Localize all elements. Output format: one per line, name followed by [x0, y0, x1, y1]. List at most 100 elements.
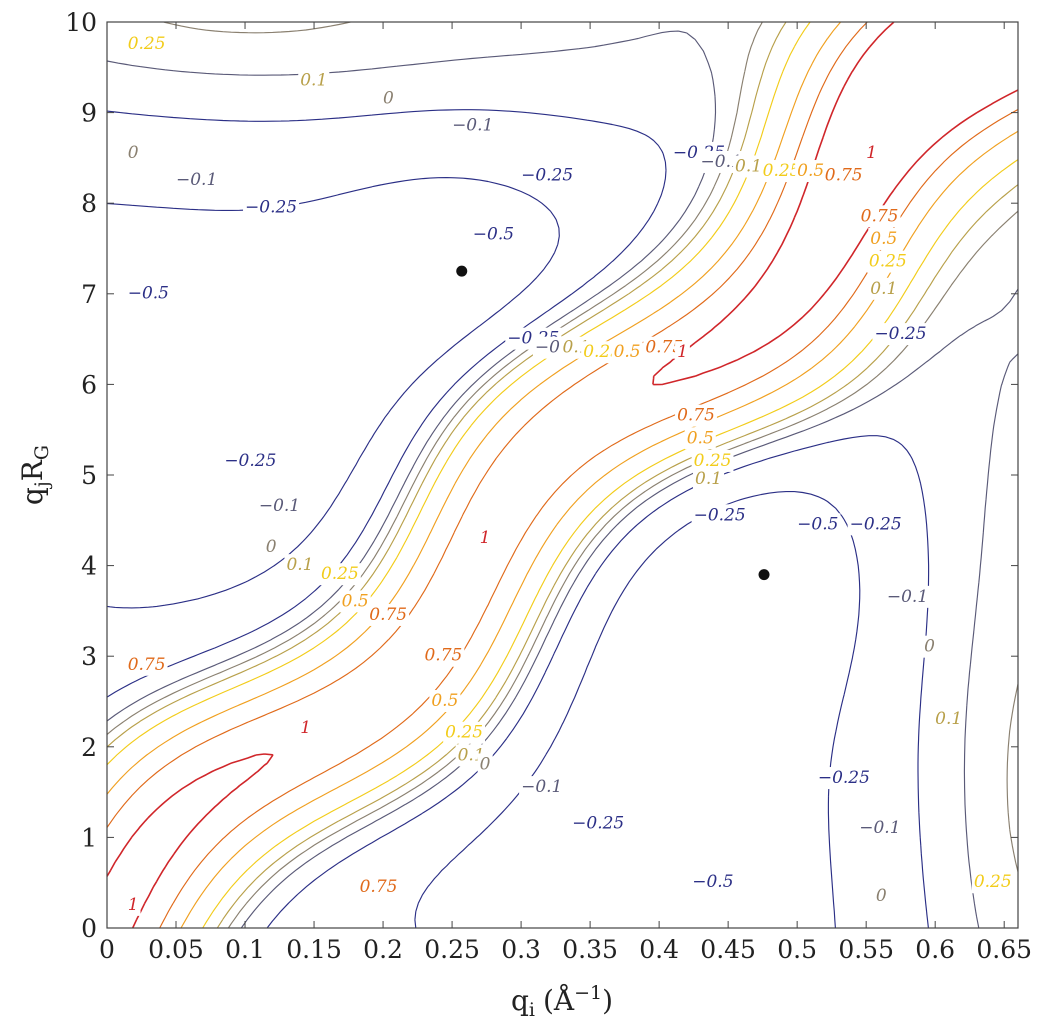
- contour-label-backing: [477, 526, 493, 549]
- x-tick-label: 0.5: [777, 935, 817, 964]
- contour-label: −0.5: [128, 283, 169, 303]
- contour-label-backing: [866, 250, 909, 273]
- contour-label-backing: [691, 449, 734, 472]
- contour-label: 0.25: [128, 34, 166, 54]
- contour-label-backing: [868, 227, 900, 250]
- contour-label-backing: [298, 717, 314, 740]
- contour-label: 0.1: [286, 555, 313, 575]
- contour-label: 0: [383, 89, 394, 109]
- y-tick-label: 5: [81, 461, 97, 490]
- contour-level-line: [106, 30, 1019, 929]
- contour-label: 1: [300, 718, 311, 738]
- contour-label: 0.75: [128, 655, 166, 675]
- contour-label: −0.5: [473, 224, 514, 244]
- y-tick-label: 4: [81, 552, 97, 581]
- contour-label-backing: [872, 323, 929, 346]
- contour-label: 0.75: [424, 646, 462, 666]
- contour-label-backing: [125, 893, 141, 916]
- x-axis-label: qi (Å−1): [511, 982, 613, 1021]
- contour-label-backing: [174, 169, 220, 192]
- contour-label-backing: [450, 114, 496, 137]
- x-tick-label: 0: [99, 935, 115, 964]
- contour-label-backing: [733, 155, 765, 178]
- contour-label: −0.25: [245, 197, 297, 217]
- contour-label-backing: [429, 690, 461, 713]
- x-tick-label: 0.35: [562, 935, 618, 964]
- contour-label-backing: [519, 776, 565, 799]
- contour-label-backing: [339, 590, 371, 613]
- x-axis-ticks: 0 0.05 0.1 0.15 0.2 0.25 0.3 0.35 0.4 0.45 0.5 0.55…: [99, 22, 1032, 964]
- contour-label: 0: [480, 754, 491, 774]
- contour-label-backing: [693, 468, 725, 491]
- y-tick-label: 2: [81, 733, 97, 762]
- contour-label: 0: [266, 537, 277, 557]
- x-axis-label-main: q: [511, 984, 529, 1017]
- contour-label-backing: [684, 427, 716, 450]
- contour-label: 0: [128, 143, 139, 163]
- minimum-marker: [758, 569, 770, 581]
- contour-label: −0.1: [521, 777, 562, 797]
- contour-label-backing: [933, 708, 965, 731]
- contour-label-backing: [570, 812, 627, 835]
- contour-label: 0.75: [360, 877, 398, 897]
- contour-label: −0.5: [797, 514, 838, 534]
- contour-label: 0.25: [445, 723, 483, 743]
- x-tick-label: 0.2: [363, 935, 403, 964]
- contour-label: 0.75: [825, 166, 863, 186]
- contour-label-backing: [815, 767, 872, 790]
- contour-label-backing: [611, 341, 643, 364]
- y-axis-label-sub1: j: [31, 481, 53, 489]
- contour-label-backing: [367, 603, 410, 626]
- contour-label: 0.5: [431, 691, 458, 711]
- y-tick-label: 0: [81, 914, 97, 943]
- contour-level-line: [106, 21, 1019, 929]
- contour-label-backing: [284, 554, 316, 577]
- contour-label-backing: [443, 721, 486, 744]
- contour-label: 0.5: [797, 161, 824, 181]
- y-tick-label: 10: [65, 8, 97, 37]
- contour-label-backing: [873, 884, 889, 907]
- x-tick-label: 0.05: [148, 935, 204, 964]
- contour-label: 0.25: [321, 564, 359, 584]
- contour-label: 0: [876, 886, 887, 906]
- contour-label-backing: [125, 33, 168, 56]
- contour-label-backing: [125, 282, 171, 305]
- contour-label: 0.5: [342, 591, 369, 611]
- y-tick-label: 8: [81, 189, 97, 218]
- y-axis-label-main: q: [16, 487, 49, 505]
- x-tick-label: 0.65: [976, 935, 1032, 964]
- contour-label-backing: [519, 164, 576, 187]
- contour-label-backing: [864, 141, 879, 164]
- contour-label: −0.1: [259, 496, 300, 516]
- contour-label-backing: [822, 164, 865, 187]
- x-tick-label: 0.25: [424, 935, 480, 964]
- x-axis-label-unit: (Å: [543, 984, 575, 1017]
- contour-label-backing: [125, 653, 168, 676]
- contour-label: 1: [128, 895, 139, 915]
- contour-label: 0.25: [974, 872, 1012, 892]
- contour-label: 0.25: [694, 451, 732, 471]
- contour-lines: [106, 21, 1019, 929]
- contour-label-backing: [795, 160, 827, 183]
- contour-label: −0.1: [701, 152, 742, 172]
- contour-label-backing: [643, 336, 686, 359]
- contour-label: 0.75: [861, 206, 899, 226]
- contour-label: −0.1: [859, 818, 900, 838]
- x-tick-label: 0.4: [639, 935, 679, 964]
- contour-label: −0.25: [818, 768, 870, 788]
- contour-label-backing: [868, 277, 900, 300]
- contour-label: 0.5: [614, 342, 641, 362]
- contour-label-backing: [256, 495, 303, 518]
- contour-label-backing: [243, 196, 300, 219]
- contour-label: 0.25: [763, 161, 801, 181]
- contour-label: 0: [924, 637, 935, 657]
- y-tick-label: 9: [81, 99, 97, 128]
- contour-label-backing: [675, 404, 717, 427]
- x-tick-label: 0.55: [838, 935, 894, 964]
- contour-label-backing: [760, 160, 803, 183]
- contour-label-backing: [125, 141, 141, 164]
- x-tick-label: 0.3: [501, 935, 541, 964]
- contour-label-backing: [922, 635, 938, 658]
- contour-label: −0.25: [694, 505, 746, 525]
